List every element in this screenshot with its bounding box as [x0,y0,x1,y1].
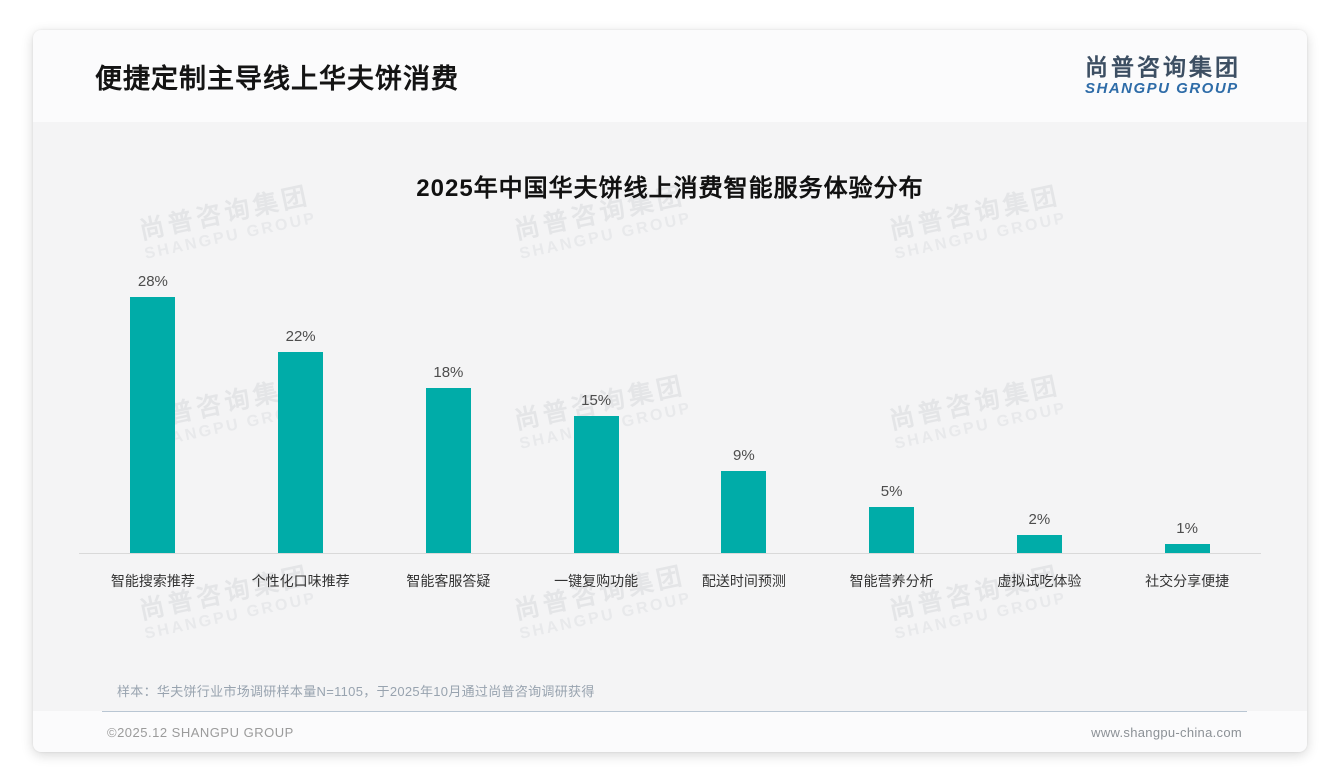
report-footer: ©2025.12 SHANGPU GROUP www.shangpu-china… [102,711,1247,752]
bar-value-label: 2% [1028,511,1051,528]
bar-chart-plot: 28% 22% 18% 15% 9% 5% 2% 1% [79,273,1261,554]
bar-chart-category-axis: 智能搜索推荐 个性化口味推荐 智能客服答疑 一键复购功能 配送时间预测 智能营养分析 虚拟试… [79,554,1261,591]
bar-category-label: 配送时间预测 [701,573,786,589]
bar-value-label: 1% [1176,520,1198,537]
bar [721,471,767,553]
bar [130,297,176,553]
bar-column: 9% [670,447,818,553]
logo-text-en: SHANGPU GROUP [1085,79,1239,97]
website-url[interactable]: www.shangpu-china.com [1091,724,1242,740]
bar-category-label: 虚拟试吃体验 [997,573,1082,589]
copyright: ©2025.12 SHANGPU GROUP [107,724,294,740]
bar-value-label: 22% [285,328,316,345]
chart-panel: 尚普咨询集团 SHANGPU GROUP 尚普咨询集团 SHANGPU GROUP 尚普… [33,122,1307,711]
bar-column: 1% [1113,520,1261,553]
watermark-text-en: SHANGPU GROUP [142,589,319,643]
bar [1164,544,1210,553]
bar-column: 22% [227,328,375,553]
bar [1016,535,1062,553]
bar-value-label: 28% [137,273,168,290]
bar-column: 28% [79,273,227,553]
watermark-text-en: SHANGPU GROUP [892,209,1069,263]
bar [425,388,471,553]
bar-column: 2% [966,511,1114,553]
sample-note: 样本：华夫饼行业市场调研样本量N=1105，于2025年10月通过尚普咨询调研获… [117,684,595,699]
report-header: 便捷定制主导线上华夫饼消费 尚普咨询集团 SHANGPU GROUP [33,30,1307,122]
bar-category-label: 一键复购功能 [554,573,639,589]
logo-text-cn: 尚普咨询集团 [1085,53,1241,80]
watermark-text-en: SHANGPU GROUP [892,589,1069,643]
bar-column: 15% [522,392,670,553]
watermark-text-en: SHANGPU GROUP [517,209,694,263]
bar-value-label: 9% [733,447,755,464]
bar-category-label: 智能客服答疑 [406,573,491,589]
watermark-text-en: SHANGPU GROUP [517,589,694,643]
chart-title: 2025年中国华夫饼线上消费智能服务体验分布 [416,175,924,202]
bar-value-label: 15% [581,392,612,409]
bar-value-label: 18% [433,364,464,381]
bar [869,507,915,553]
bar-value-label: 5% [880,483,903,500]
page-title: 便捷定制主导线上华夫饼消费 [95,63,459,94]
report-card: 便捷定制主导线上华夫饼消费 尚普咨询集团 SHANGPU GROUP 尚普咨询集… [33,30,1307,752]
bar [278,352,324,553]
bar-category-label: 智能搜索推荐 [110,573,195,589]
watermark-text-en: SHANGPU GROUP [142,209,319,263]
bar-column: 5% [818,483,966,553]
bar-category-label: 个性化口味推荐 [251,573,350,589]
company-logo: 尚普咨询集团 SHANGPU GROUP [1085,53,1241,98]
bar-category-label: 社交分享便捷 [1145,573,1230,589]
bar [573,416,619,553]
bar-column: 18% [375,364,523,553]
bar-category-label: 智能营养分析 [849,573,934,589]
